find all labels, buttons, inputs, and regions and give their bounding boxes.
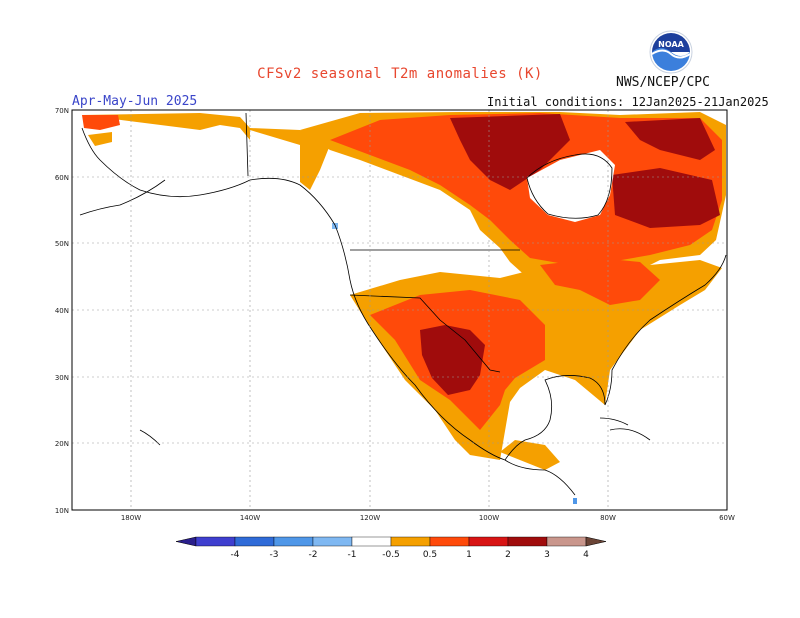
colorbar-swatch [312, 536, 353, 547]
lon-labels: 180W 140W 120W 100W 80W 60W [121, 514, 735, 522]
lon-label: 60W [719, 514, 735, 522]
lat-label: 10N [55, 507, 69, 515]
colorbar-swatch [234, 536, 275, 547]
forecast-period: Apr-May-Jun 2025 [72, 94, 198, 109]
colorbar-label: 3 [544, 550, 550, 560]
lon-label: 100W [479, 514, 499, 522]
lat-labels: 70N 60N 50N 40N 30N 20N 10N [55, 107, 69, 515]
lat-label: 40N [55, 307, 69, 315]
lat-label: 50N [55, 240, 69, 248]
colorbar-swatch [273, 536, 314, 547]
coastlines [79, 112, 727, 496]
colorbar-label: -3 [270, 550, 279, 560]
lat-label: 30N [55, 374, 69, 382]
map-title: CFSv2 seasonal T2m anomalies (K) [257, 66, 543, 82]
colorbar-label: -1 [348, 550, 357, 560]
colorbar-swatch [429, 536, 470, 547]
colorbar-swatch [468, 536, 509, 547]
colorbar-arrow-right [585, 536, 607, 547]
colorbar-label: -0.5 [382, 550, 400, 560]
colorbar-label: -4 [231, 550, 240, 560]
colorbar-swatch [507, 536, 548, 547]
colorbar-swatch [195, 536, 236, 547]
gridlines [72, 110, 727, 510]
colorbar-label: 1 [466, 550, 472, 560]
colorbar-label: 0.5 [423, 550, 437, 560]
noaa-logo-text: NOAA [658, 40, 684, 49]
lat-label: 20N [55, 440, 69, 448]
colorbar-label: -2 [309, 550, 318, 560]
initial-conditions: Initial conditions: 12Jan2025-21Jan2025 [487, 95, 769, 109]
lon-label: 120W [360, 514, 380, 522]
lat-label: 60N [55, 174, 69, 182]
colorbar-label: 2 [505, 550, 511, 560]
map-frame [71, 109, 728, 511]
colorbar-label: 4 [583, 550, 589, 560]
noaa-logo-icon: NOAA [649, 30, 693, 74]
colorbar: -4 -3 -2 -1 -0.5 0.5 1 2 3 4 [175, 536, 607, 560]
colorbar-swatch [546, 536, 587, 547]
colorbar-swatch [390, 536, 431, 547]
lon-label: 80W [600, 514, 616, 522]
org-label: NWS/NCEP/CPC [616, 75, 710, 90]
colorbar-swatch [351, 536, 392, 547]
lat-label: 70N [55, 107, 69, 115]
lon-label: 140W [240, 514, 260, 522]
lon-label: 180W [121, 514, 141, 522]
colorbar-arrow-left [175, 536, 197, 547]
